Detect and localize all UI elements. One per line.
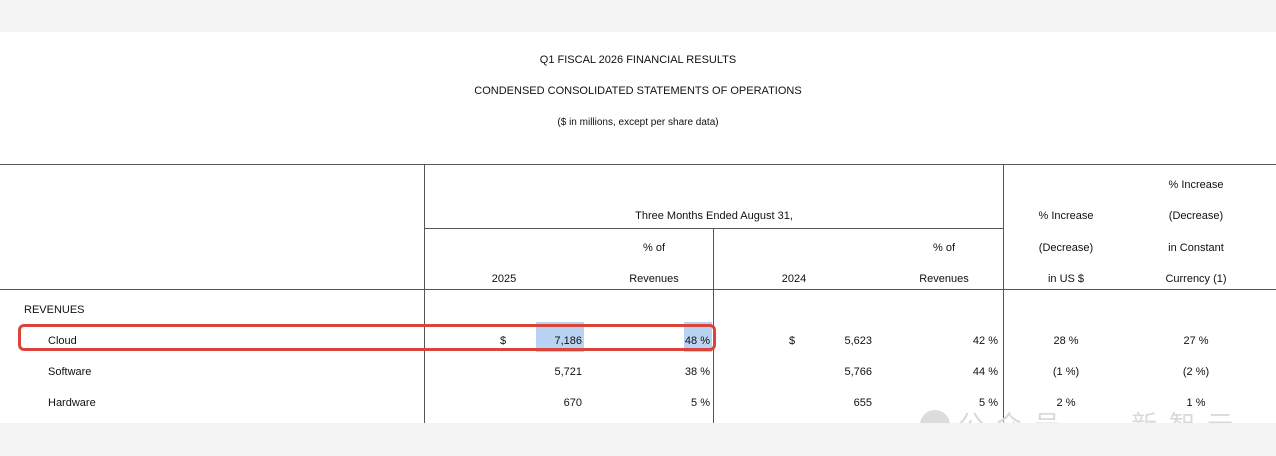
report-title: Q1 FISCAL 2026 FINANCIAL RESULTS xyxy=(539,54,737,66)
section-label-revenues: REVENUES xyxy=(24,304,85,316)
pct-2025: 38 % xyxy=(684,366,710,378)
col-divider-label xyxy=(424,164,425,423)
col-divider-increase xyxy=(1003,164,1004,423)
year-2024: 2024 xyxy=(781,273,807,285)
inc-cc-header-1: % Increase xyxy=(1168,179,1224,191)
value-2024: 5,766 xyxy=(844,366,872,378)
inc-cc-header-2: (Decrease) xyxy=(1168,210,1224,222)
cloud-row-callout xyxy=(18,324,716,351)
header-bottom-rule xyxy=(0,289,1276,290)
period-rule xyxy=(424,228,1004,229)
pct-2024: 44 % xyxy=(972,366,998,378)
row-label: Hardware xyxy=(48,397,96,409)
inc-cc-header-4: Currency (1) xyxy=(1165,273,1227,285)
pct-2024: 42 % xyxy=(972,335,998,347)
row-label: Software xyxy=(48,366,92,378)
inc-cc: (2 %) xyxy=(1182,366,1210,378)
watermark-logo-icon xyxy=(920,410,950,423)
currency-2025: $ xyxy=(500,335,507,347)
units-note: ($ in millions, except per share data) xyxy=(557,117,719,128)
statement-sheet: Q1 FISCAL 2026 FINANCIAL RESULTS CONDENS… xyxy=(0,32,1276,423)
revenues-label-2025: Revenues xyxy=(629,273,679,285)
inc-usd-header-2: (Decrease) xyxy=(1038,242,1094,254)
pct-2024: 5 % xyxy=(979,397,998,409)
value-2025: 670 xyxy=(563,397,582,409)
report-subtitle: CONDENSED CONSOLIDATED STATEMENTS OF OPE… xyxy=(474,85,802,97)
value-2024: 655 xyxy=(853,397,872,409)
revenues-label-2024: Revenues xyxy=(919,273,969,285)
year-2025: 2025 xyxy=(491,273,517,285)
highlight-cloud-2025-value xyxy=(536,322,584,352)
inc-cc: 1 % xyxy=(1186,397,1206,409)
pct-of-label-2024: % of xyxy=(932,242,955,254)
inc-usd-header-1: % Increase xyxy=(1038,210,1094,222)
highlight-cloud-2025-pct xyxy=(684,322,712,352)
pct-2025: 5 % xyxy=(691,397,710,409)
period-header: Three Months Ended August 31, xyxy=(635,210,793,222)
pct-2025: 48 % xyxy=(684,335,710,347)
table-top-rule xyxy=(0,164,1276,165)
inc-cc-header-3: in Constant xyxy=(1168,242,1224,254)
inc-usd: 2 % xyxy=(1056,397,1076,409)
inc-usd: 28 % xyxy=(1053,335,1079,347)
pct-of-label-2025: % of xyxy=(642,242,665,254)
inc-cc: 27 % xyxy=(1183,335,1209,347)
watermark-text: 公众号 · 新智元 xyxy=(958,405,1245,423)
row-label: Cloud xyxy=(48,335,77,347)
value-2025: 5,721 xyxy=(554,366,582,378)
inc-usd: (1 %) xyxy=(1052,366,1080,378)
currency-2024: $ xyxy=(789,335,796,347)
value-2024: 5,623 xyxy=(844,335,872,347)
value-2025: 7,186 xyxy=(554,335,582,347)
inc-usd-header-3: in US $ xyxy=(1047,273,1085,285)
